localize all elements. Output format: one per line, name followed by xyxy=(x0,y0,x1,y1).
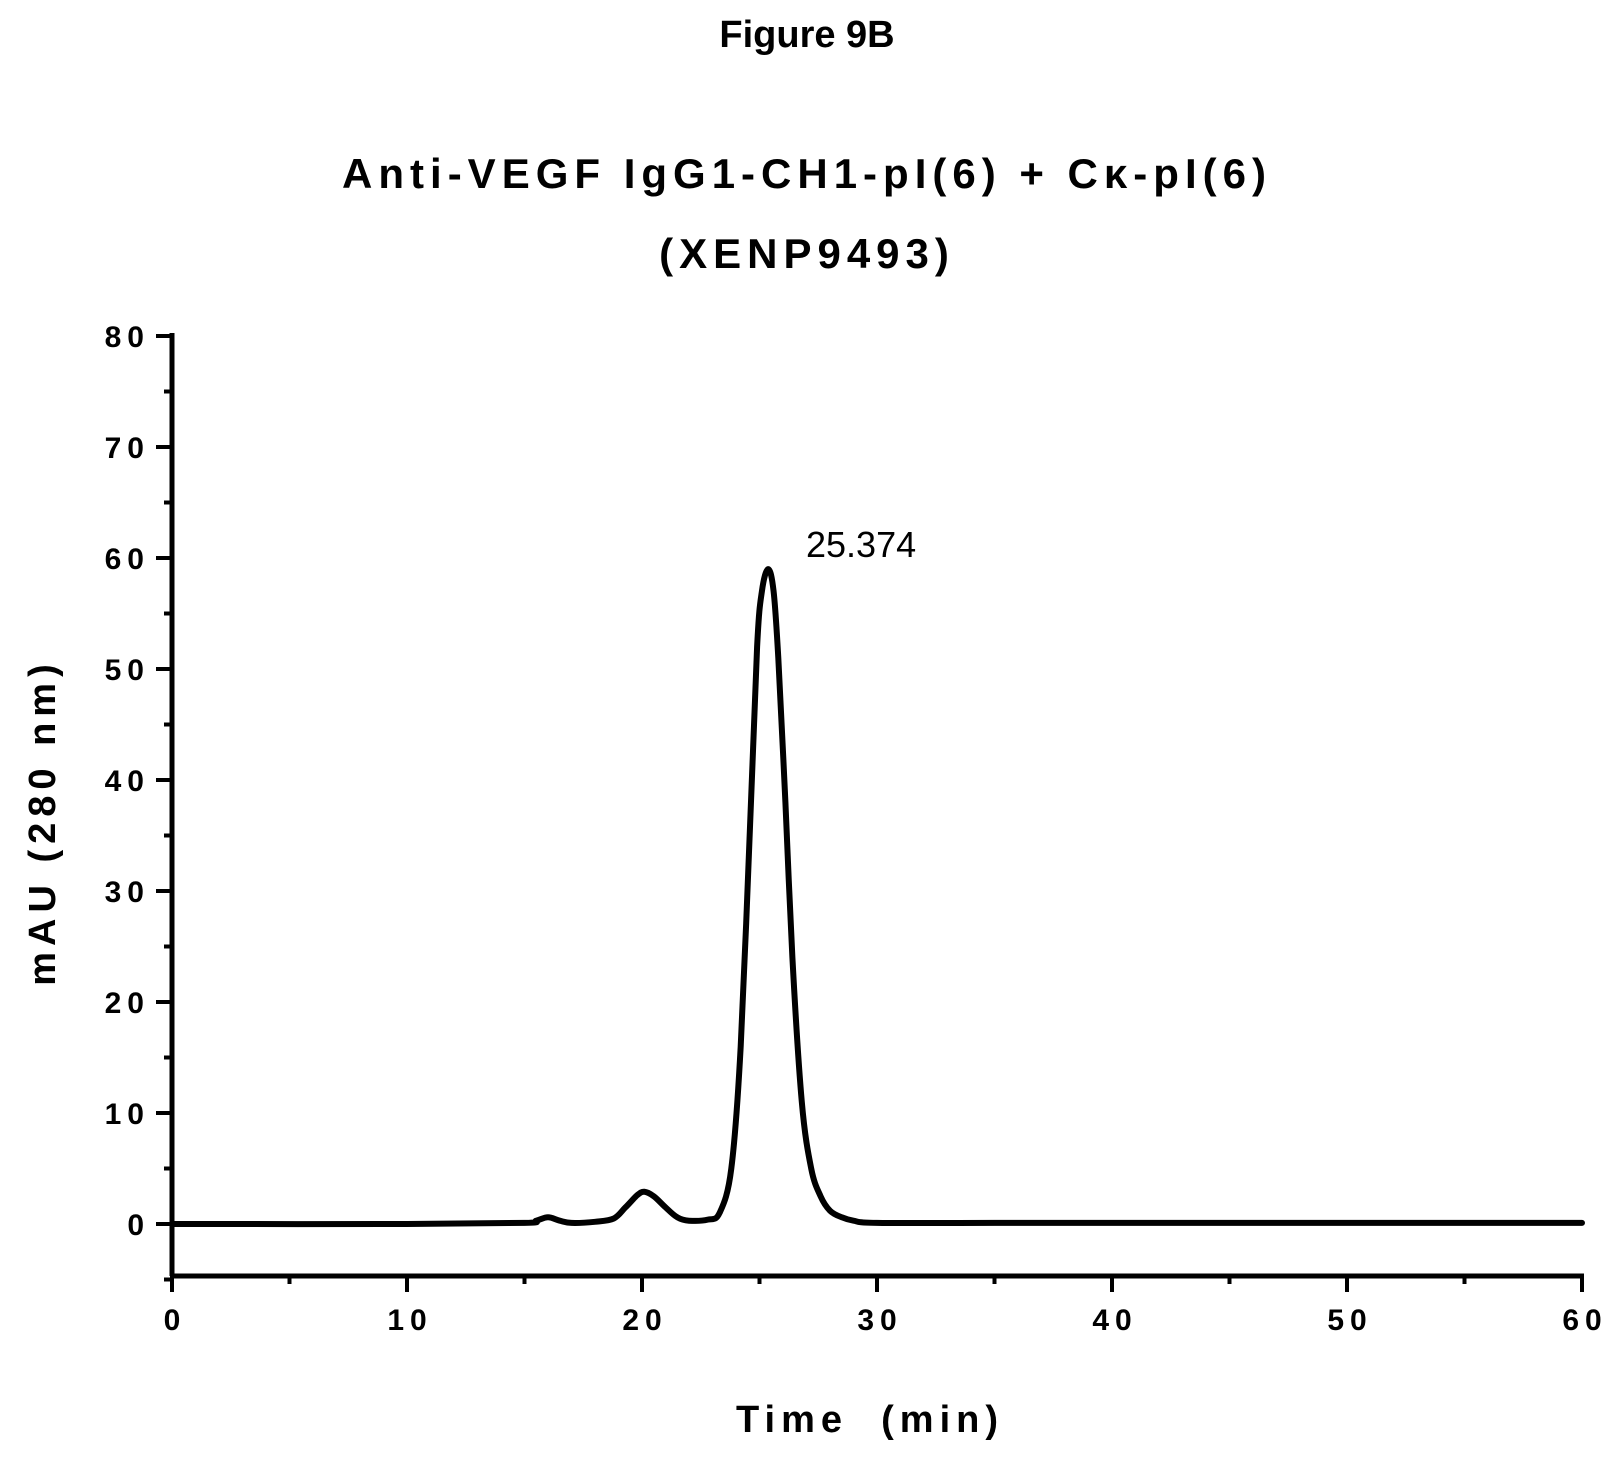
y-tick-label: 70 xyxy=(105,432,150,465)
axes-group xyxy=(169,333,1584,1279)
y-tick-label: 80 xyxy=(105,321,150,354)
x-tick-label: 50 xyxy=(1327,1304,1372,1337)
x-tick-label: 60 xyxy=(1562,1304,1607,1337)
y-tick-label: 30 xyxy=(105,876,150,909)
chart-title: Anti-VEGF IgG1-CH1-pI(6) + Cκ-pI(6) xyxy=(342,150,1272,197)
y-tick-label: 10 xyxy=(105,1098,150,1131)
x-tick-label: 10 xyxy=(387,1304,432,1337)
y-tick-label: 0 xyxy=(127,1209,150,1242)
x-tick-label: 40 xyxy=(1092,1304,1137,1337)
ticks-group: 0 10 20 30 40 50 60 70 80 0 10 20 30 40 50 60 xyxy=(105,321,1607,1337)
x-tick-label: 30 xyxy=(857,1304,902,1337)
y-tick-label: 40 xyxy=(105,765,150,798)
x-axis-title: Time (min) xyxy=(736,1399,1004,1441)
series-line xyxy=(169,566,1585,1228)
y-axis-title: mAU (280 nm) xyxy=(22,658,64,986)
peak-label: 25.374 xyxy=(806,524,916,565)
plot-area xyxy=(169,566,1585,1228)
x-tick-label: 0 xyxy=(164,1304,187,1337)
y-tick-label: 60 xyxy=(105,543,150,576)
y-tick-label: 50 xyxy=(105,654,150,687)
figure-label: Figure 9B xyxy=(719,14,895,56)
chart-subtitle: (XENP9493) xyxy=(659,230,955,277)
x-tick-label: 20 xyxy=(622,1304,667,1337)
y-tick-label: 20 xyxy=(105,987,150,1020)
